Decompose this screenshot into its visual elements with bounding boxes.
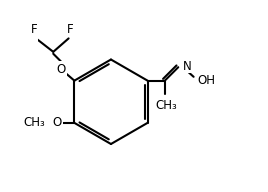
- Text: N: N: [183, 60, 192, 73]
- Text: CH₃: CH₃: [156, 99, 178, 112]
- Text: OH: OH: [198, 74, 215, 87]
- Text: F: F: [31, 23, 37, 36]
- Text: O: O: [56, 63, 66, 76]
- Text: O: O: [53, 116, 62, 129]
- Text: F: F: [67, 23, 74, 36]
- Text: CH₃: CH₃: [24, 116, 46, 129]
